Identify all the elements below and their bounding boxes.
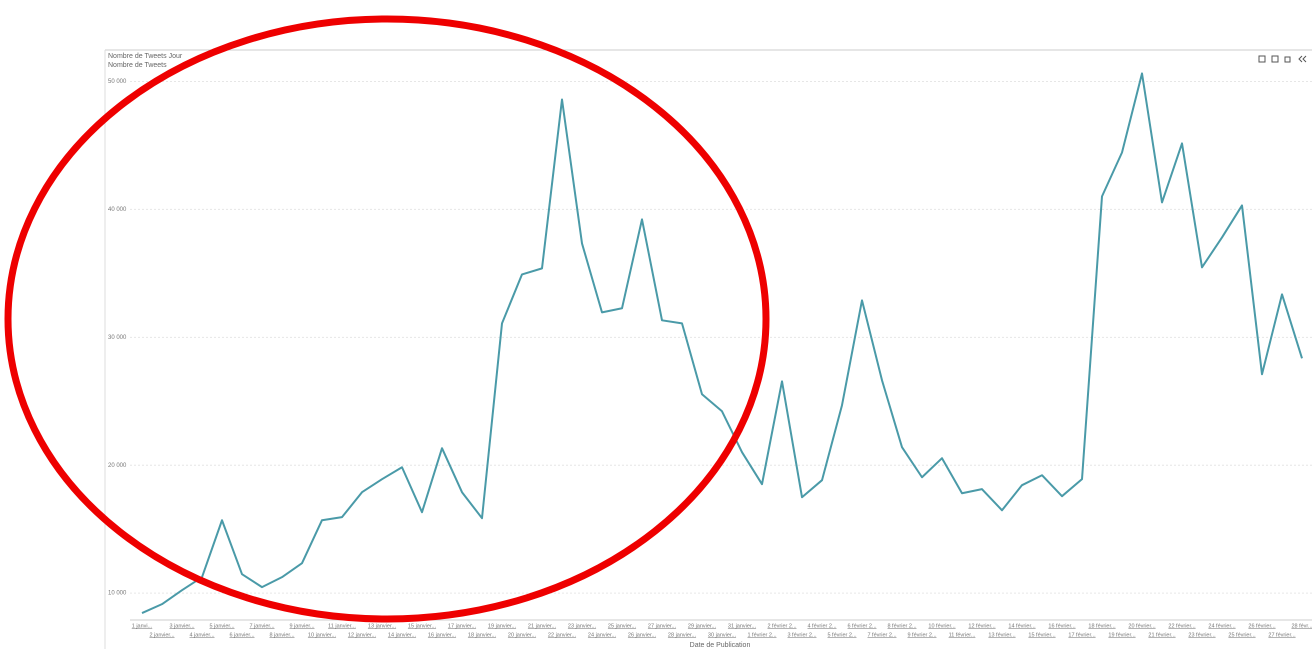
x-tick-label: 24 février... bbox=[1208, 623, 1236, 629]
x-tick-label: 21 janvier... bbox=[528, 623, 557, 629]
x-tick-label: 14 janvier... bbox=[388, 632, 417, 638]
x-tick-label: 28 févr... bbox=[1291, 623, 1312, 629]
x-tick-label: 26 février... bbox=[1248, 623, 1276, 629]
x-tick-label: 8 février 2... bbox=[887, 623, 917, 629]
x-tick-label: 12 février... bbox=[968, 623, 996, 629]
x-tick-label: 22 février... bbox=[1168, 623, 1196, 629]
x-tick-label: 13 février... bbox=[988, 632, 1016, 638]
x-tick-label: 5 janvier... bbox=[209, 623, 235, 629]
data-line bbox=[141, 72, 1303, 615]
x-tick-label: 13 janvier... bbox=[368, 623, 397, 629]
x-tick-label: 25 janvier... bbox=[608, 623, 637, 629]
x-tick-label: 14 février... bbox=[1008, 623, 1036, 629]
icon-collapse[interactable] bbox=[1298, 55, 1307, 63]
icon-export[interactable] bbox=[1284, 56, 1291, 63]
x-tick-label: 29 janvier... bbox=[688, 623, 717, 629]
x-tick-label: 3 janvier... bbox=[169, 623, 195, 629]
x-tick-label: 23 février... bbox=[1188, 632, 1216, 638]
x-tick-label: 17 février... bbox=[1068, 632, 1096, 638]
x-tick-label: 18 février... bbox=[1088, 623, 1116, 629]
axis-title-x: Date de Publication bbox=[690, 642, 751, 649]
x-tick-label: 26 janvier... bbox=[628, 632, 657, 638]
x-tick-label: 10 janvier... bbox=[308, 632, 337, 638]
x-tick-label: 10 février... bbox=[928, 623, 956, 629]
highlight-ellipse bbox=[4, 15, 770, 623]
x-tick-label: 8 janvier... bbox=[269, 632, 295, 638]
x-tick-label: 18 janvier... bbox=[468, 632, 497, 638]
y-tick-label: 20 000 bbox=[108, 463, 127, 469]
plot: 10 000 20 000 30 000 40 000 50 000 1 janvi...… bbox=[108, 72, 1312, 638]
x-tick-label: 30 janvier... bbox=[708, 632, 737, 638]
icon-expand[interactable] bbox=[1258, 55, 1266, 63]
x-tick-label: 19 février... bbox=[1108, 632, 1136, 638]
x-tick-label: 25 février... bbox=[1228, 632, 1256, 638]
x-tick-label: 15 février... bbox=[1028, 632, 1056, 638]
x-tick-label: 16 janvier... bbox=[428, 632, 457, 638]
x-tick-label: 4 février 2... bbox=[807, 623, 837, 629]
x-tick-label: 1 janvi... bbox=[132, 623, 153, 629]
axis-title-y: Nombre de Tweets bbox=[108, 62, 167, 69]
x-tick-label: 6 janvier... bbox=[229, 632, 255, 638]
x-tick-label: 28 janvier... bbox=[668, 632, 697, 638]
x-tick-label: 31 janvier... bbox=[728, 623, 757, 629]
x-tick-label: 24 janvier... bbox=[588, 632, 617, 638]
x-tick-label: 22 janvier... bbox=[548, 632, 577, 638]
x-tick-label: 9 janvier... bbox=[289, 623, 315, 629]
x-tick-label: 4 janvier... bbox=[189, 632, 215, 638]
toolbar bbox=[1258, 55, 1307, 63]
x-tick-label: 17 janvier... bbox=[448, 623, 477, 629]
y-tick-label: 40 000 bbox=[108, 207, 127, 213]
chart-title: Nombre de Tweets Jour bbox=[108, 53, 183, 60]
x-tick-label: 16 février... bbox=[1048, 623, 1076, 629]
y-tick-label: 50 000 bbox=[108, 79, 127, 85]
x-tick-label: 20 janvier... bbox=[508, 632, 537, 638]
x-tick-label: 9 février 2... bbox=[907, 632, 937, 638]
x-tick-label: 19 janvier... bbox=[488, 623, 517, 629]
icon-save[interactable] bbox=[1271, 55, 1279, 63]
x-tick-label: 20 février... bbox=[1128, 623, 1156, 629]
x-tick-label: 12 janvier... bbox=[348, 632, 377, 638]
x-tick-label: 23 janvier... bbox=[568, 623, 597, 629]
x-tick-label: 27 février... bbox=[1268, 632, 1296, 638]
x-tick-label: 21 février... bbox=[1148, 632, 1176, 638]
x-tick-label: 6 février 2... bbox=[847, 623, 877, 629]
x-tick-label: 11 février... bbox=[949, 632, 976, 638]
x-tick-label: 3 février 2... bbox=[787, 632, 817, 638]
x-tick-label: 1 février 2... bbox=[747, 632, 777, 638]
x-tick-label: 2 janvier... bbox=[149, 632, 175, 638]
y-tick-label: 10 000 bbox=[108, 591, 127, 597]
y-tick-label: 30 000 bbox=[108, 335, 127, 341]
x-tick-label: 5 février 2... bbox=[827, 632, 857, 638]
x-tick-label: 15 janvier... bbox=[408, 623, 437, 629]
x-tick-label: 27 janvier... bbox=[648, 623, 677, 629]
x-tick-label: 7 février 2... bbox=[867, 632, 897, 638]
x-tick-label: 7 janvier... bbox=[249, 623, 275, 629]
x-tick-label: 2 février 2... bbox=[767, 623, 797, 629]
x-tick-label: 11 janvier... bbox=[328, 623, 356, 629]
